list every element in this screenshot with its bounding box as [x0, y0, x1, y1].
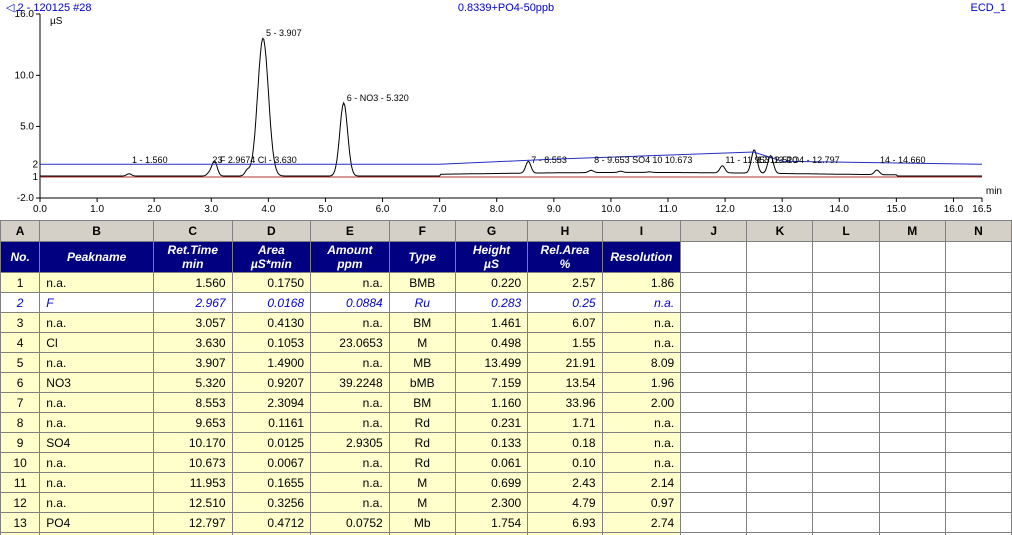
- col-header-F[interactable]: F: [389, 221, 455, 242]
- svg-text:14.0: 14.0: [830, 204, 850, 215]
- svg-text:12.0: 12.0: [715, 204, 735, 215]
- header-7: Rel.Area%: [528, 242, 602, 273]
- header-8: Resolution: [602, 242, 681, 273]
- peak-table: ABCDEFGHIJKLMN No.PeaknameRet.TimeminAre…: [0, 220, 1012, 535]
- table-row[interactable]: 6NO35.3200.920739.2248bMB7.15913.541.96: [1, 373, 1012, 393]
- svg-text:3.0: 3.0: [204, 204, 218, 215]
- svg-text:0.8339+PO4-50ppb: 0.8339+PO4-50ppb: [458, 2, 554, 14]
- svg-text:16.0: 16.0: [944, 204, 964, 215]
- table-row[interactable]: 9SO410.1700.01252.9305Rd0.1330.18n.a.: [1, 433, 1012, 453]
- svg-text:6.0: 6.0: [376, 204, 390, 215]
- svg-text:4.0: 4.0: [261, 204, 275, 215]
- svg-text:0.0: 0.0: [33, 204, 47, 215]
- svg-text:1.0: 1.0: [90, 204, 104, 215]
- col-header-I[interactable]: I: [602, 221, 681, 242]
- table-row[interactable]: 8n.a.9.6530.1161n.a.Rd0.2311.71n.a.: [1, 413, 1012, 433]
- svg-text:11.0: 11.0: [659, 204, 678, 215]
- column-letters-row: ABCDEFGHIJKLMN: [1, 221, 1012, 242]
- table-row[interactable]: 13PO412.7970.47120.0752Mb1.7546.932.74: [1, 513, 1012, 533]
- table-row[interactable]: 5n.a.3.9071.4900n.a.MB13.49921.918.09: [1, 353, 1012, 373]
- svg-text:1: 1: [32, 172, 38, 183]
- chromatogram-chart: ◁ 2 - 120125 #280.8339+PO4-50ppbECD_1-2.…: [0, 0, 1012, 220]
- svg-text:16.5: 16.5: [972, 204, 992, 215]
- svg-text:1 - 1.560: 1 - 1.560: [132, 155, 168, 165]
- table-row[interactable]: 2F2.9670.01680.0884Ru0.2830.25n.a.: [1, 293, 1012, 313]
- table-row[interactable]: 1n.a.1.5600.1750n.a.BMB0.2202.571.86: [1, 273, 1012, 293]
- col-header-B[interactable]: B: [40, 221, 154, 242]
- col-header-J[interactable]: J: [681, 221, 747, 242]
- svg-text:5.0: 5.0: [20, 121, 34, 132]
- svg-text:8.0: 8.0: [490, 204, 504, 215]
- col-header-H[interactable]: H: [528, 221, 602, 242]
- svg-text:10 10.673: 10 10.673: [652, 155, 692, 165]
- svg-text:15.0: 15.0: [887, 204, 907, 215]
- col-header-A[interactable]: A: [1, 221, 40, 242]
- svg-text:7.0: 7.0: [433, 204, 447, 215]
- col-header-E[interactable]: E: [311, 221, 390, 242]
- col-header-N[interactable]: N: [945, 221, 1011, 242]
- table-row[interactable]: 11n.a.11.9530.1655n.a.M0.6992.432.14: [1, 473, 1012, 493]
- svg-text:10.0: 10.0: [15, 70, 35, 81]
- col-header-L[interactable]: L: [813, 221, 879, 242]
- header-5: Type: [389, 242, 455, 273]
- svg-text:5.0: 5.0: [319, 204, 333, 215]
- table-row[interactable]: 3n.a.3.0570.4130n.a.BM1.4616.07n.a.: [1, 313, 1012, 333]
- table-row[interactable]: 10n.a.10.6730.0067n.a.Rd0.0610.10n.a.: [1, 453, 1012, 473]
- svg-text:16.0: 16.0: [15, 9, 35, 20]
- svg-text:-2.0: -2.0: [17, 193, 35, 204]
- svg-text:ECD_1: ECD_1: [971, 2, 1006, 14]
- header-1: Peakname: [40, 242, 154, 273]
- svg-text:14 - 14.660: 14 - 14.660: [880, 155, 926, 165]
- header-6: HeightµS: [455, 242, 527, 273]
- svg-text:13.0: 13.0: [772, 204, 792, 215]
- col-header-C[interactable]: C: [153, 221, 232, 242]
- header-4: Amountppm: [311, 242, 390, 273]
- svg-text:4 Cl - 3.630: 4 Cl - 3.630: [250, 155, 297, 165]
- col-header-M[interactable]: M: [879, 221, 945, 242]
- col-header-G[interactable]: G: [455, 221, 527, 242]
- svg-text:7 - 8.553: 7 - 8.553: [531, 155, 567, 165]
- header-row: No.PeaknameRet.TimeminAreaµS*minAmountpp…: [1, 242, 1012, 273]
- svg-text:µS: µS: [50, 16, 63, 27]
- table-row[interactable]: 7n.a.8.5532.3094n.a.BM1.16033.962.00: [1, 393, 1012, 413]
- header-0: No.: [1, 242, 40, 273]
- svg-text:2.0: 2.0: [147, 204, 161, 215]
- svg-text:5 - 3.907: 5 - 3.907: [266, 28, 302, 38]
- svg-text:3: 3: [218, 155, 223, 165]
- svg-text:8 - 9.653 SO4: 8 - 9.653 SO4: [594, 155, 650, 165]
- header-2: Ret.Timemin: [153, 242, 232, 273]
- svg-text:2: 2: [32, 159, 38, 170]
- svg-text:10.0: 10.0: [601, 204, 621, 215]
- table-row[interactable]: 4Cl3.6300.105323.0653M0.4981.55n.a.: [1, 333, 1012, 353]
- header-3: AreaµS*min: [232, 242, 311, 273]
- svg-text:9.0: 9.0: [547, 204, 561, 215]
- col-header-D[interactable]: D: [232, 221, 311, 242]
- svg-text:13 PO4 - 12.797: 13 PO4 - 12.797: [774, 155, 840, 165]
- table-row[interactable]: 12n.a.12.5100.3256n.a.M2.3004.790.97: [1, 493, 1012, 513]
- col-header-K[interactable]: K: [747, 221, 813, 242]
- svg-text:min: min: [986, 186, 1002, 197]
- svg-text:6 - NO3 - 5.320: 6 - NO3 - 5.320: [347, 93, 409, 103]
